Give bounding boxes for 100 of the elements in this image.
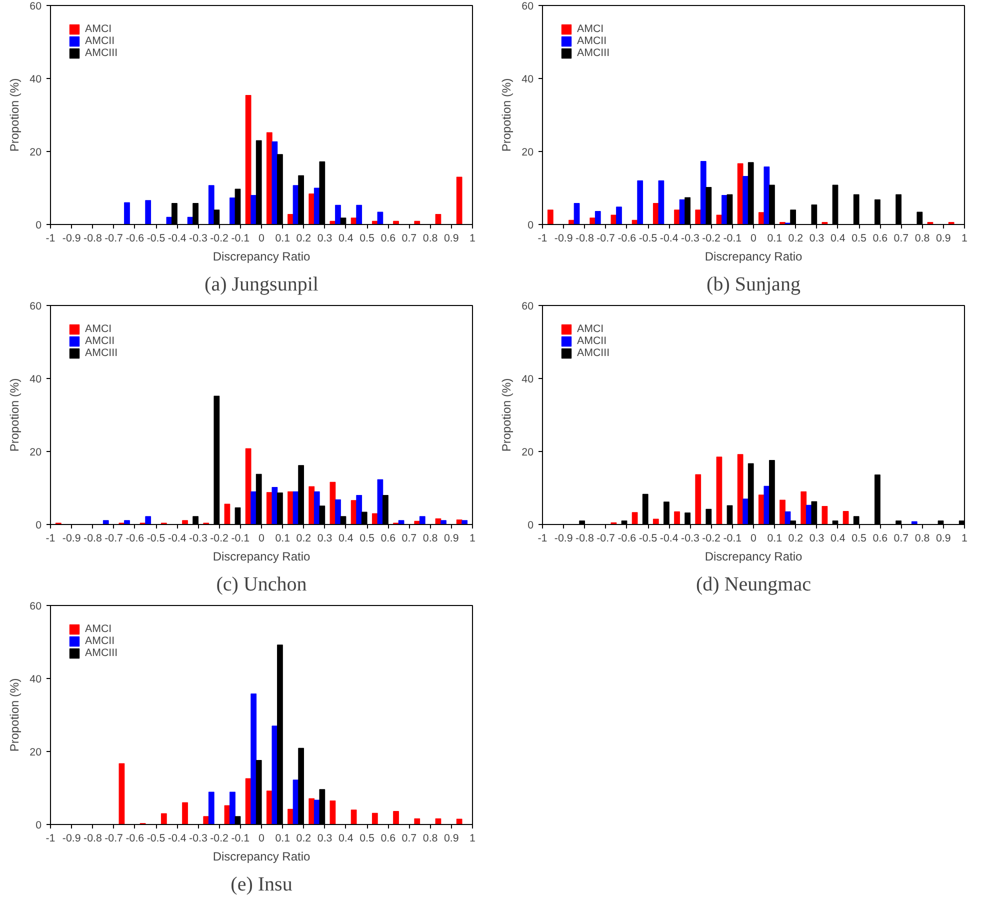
x-tick-label: -0.1 [231,232,250,244]
x-tick-label: 0.1 [275,832,290,844]
x-tick-label: 0.9 [936,532,951,544]
x-tick-label: 0.4 [830,532,846,544]
x-tick-label: 0.3 [809,232,824,244]
x-tick-label: -0.4 [168,232,186,244]
x-tick-label: -0.3 [189,832,208,844]
x-tick-label: -0.7 [596,232,616,244]
x-tick-label: -1 [538,532,548,544]
x-tick-label: -0.1 [231,532,250,544]
y-tick-label: 40 [522,74,534,86]
x-tick-label: -0.6 [618,532,636,544]
x-tick-label: 0.7 [402,832,417,844]
x-tick-label: 1 [962,532,968,544]
x-tick-label: 0 [750,232,757,244]
x-tick-label: 0.9 [936,232,951,244]
y-tick-label: 40 [30,674,42,686]
x-tick-label: 0.7 [402,232,417,244]
x-tick-label: -0.5 [638,532,658,544]
y-tick-label: 60 [30,300,42,312]
x-axis-title: Discrepancy Ratio [704,250,803,264]
x-tick-label: -0.4 [660,232,678,244]
x-tick-label: -0.6 [126,832,144,844]
legend-label: AMCII [85,35,115,47]
x-tick-label: -0.8 [576,232,594,244]
x-tick-label: 0 [258,532,265,544]
x-tick-label: 0.2 [296,532,312,544]
legend-label: AMCI [577,23,604,35]
x-tick-label: -0.8 [84,532,102,544]
y-axis-title: Propotion (%) [500,78,514,152]
x-tick-label: 0.5 [360,532,374,544]
x-tick-label: 0.7 [894,532,909,544]
legend-label: AMCI [577,323,604,335]
x-tick-label: -0.8 [576,532,594,544]
x-tick-label: 0.5 [360,832,374,844]
y-tick-label: 60 [30,0,42,12]
x-axis-title: Discrepancy Ratio [212,850,311,864]
x-tick-label: 0.2 [788,532,804,544]
x-tick-label: -1 [46,232,56,244]
x-tick-label: 0.4 [830,232,846,244]
text: (a) Jungsunpil [204,274,319,296]
x-tick-label: 0.1 [275,532,290,544]
x-tick-label: 0.2 [296,832,312,844]
legend-label: AMCIII [85,647,118,659]
x-tick-label: 0.1 [275,232,290,244]
x-axis-title: Discrepancy Ratio [704,550,803,564]
x-tick-label: -0.7 [104,532,124,544]
x-tick-label: 0.7 [402,532,417,544]
x-tick-label: 1 [470,232,476,244]
x-axis-title: Discrepancy Ratio [212,550,311,564]
y-axis-title: Propotion (%) [8,678,22,752]
x-tick-label: 0.9 [444,232,459,244]
x-tick-label: 0 [258,832,265,844]
y-tick-label: 0 [36,220,42,232]
legend-label: AMCIII [577,47,610,59]
x-tick-label: -0.8 [84,232,102,244]
x-tick-label: -0.9 [62,232,81,244]
x-tick-label: -0.2 [210,832,229,844]
x-tick-label: -0.3 [189,232,208,244]
x-tick-label: 0.5 [360,232,374,244]
legend-label: AMCIII [85,47,118,59]
x-tick-label: -1 [46,532,56,544]
x-tick-label: -0.5 [146,532,166,544]
x-tick-label: 0 [258,232,265,244]
y-tick-label: 20 [30,146,42,158]
text: (e) Insu [230,874,292,896]
x-tick-label: 0.8 [914,232,930,244]
x-axis-title: Discrepancy Ratio [212,250,311,264]
x-tick-label: 1 [470,832,476,844]
legend-label: AMCI [85,323,112,335]
x-tick-label: 1 [962,232,968,244]
x-tick-label: -0.1 [723,532,742,544]
x-tick-label: -0.1 [231,832,250,844]
y-tick-label: 60 [30,600,42,612]
x-tick-label: 0.3 [809,532,824,544]
x-tick-label: 0.6 [872,532,888,544]
y-tick-label: 60 [522,300,534,312]
x-tick-label: 0.5 [852,532,866,544]
x-tick-label: 0.1 [767,532,782,544]
x-tick-label: -0.2 [210,532,229,544]
x-tick-label: 0.3 [317,232,332,244]
y-tick-label: 0 [36,820,42,832]
legend-label: AMCII [85,635,115,647]
x-tick-label: -1 [538,232,548,244]
x-tick-label: 0.8 [422,832,438,844]
x-tick-label: 0.4 [338,832,354,844]
x-tick-label: 0.4 [338,532,354,544]
x-tick-label: -0.5 [638,232,658,244]
x-tick-label: -0.6 [126,532,144,544]
x-tick-label: -0.9 [554,532,573,544]
legend-label: AMCIII [85,347,118,359]
x-tick-label: 0.1 [767,232,782,244]
x-tick-label: 0.5 [852,232,866,244]
x-tick-label: -0.3 [681,532,700,544]
x-tick-label: -0.5 [146,232,166,244]
y-tick-label: 0 [528,220,534,232]
y-axis-title: Propotion (%) [500,378,514,452]
x-tick-label: 1 [470,532,476,544]
x-tick-label: 0.8 [422,232,438,244]
legend-label: AMCI [85,623,112,635]
